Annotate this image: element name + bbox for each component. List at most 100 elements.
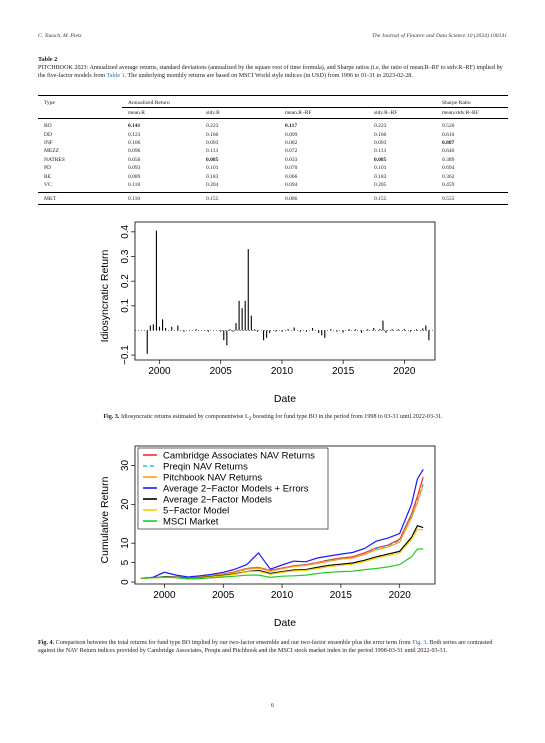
table-cell: MKT <box>38 193 122 205</box>
table-cell: 0.183 <box>200 172 279 180</box>
table-row: RE 0.089 0.183 0.066 0.183 0.362 <box>38 172 508 180</box>
header-annualized: Annualized Return <box>122 96 436 108</box>
y-tick-label: 0.1 <box>120 298 131 312</box>
table-cell: NATRES <box>38 156 122 164</box>
table-caption-link[interactable]: Table 1 <box>107 73 125 79</box>
x-tick-label: 2020 <box>393 366 416 377</box>
table-cell: 0.362 <box>436 172 508 180</box>
table-row: INF 0.106 0.093 0.082 0.093 0.887 <box>38 139 508 147</box>
table-cell: 0.072 <box>279 147 368 155</box>
x-tick-label: 2005 <box>212 590 235 601</box>
table-cell: 0.118 <box>122 181 200 193</box>
table-row: BO 0.141 0.223 0.117 0.223 0.526 <box>38 119 508 131</box>
table-body: BO 0.141 0.223 0.117 0.223 0.526 DD 0.123 0.160 0… <box>38 119 508 193</box>
x-axis-label: Date <box>274 617 296 629</box>
x-tick-label: 2000 <box>153 590 176 601</box>
y-tick-label: 20 <box>120 498 131 510</box>
figure-3-caption: Fig. 3. Idiosyncratic returns estimated … <box>38 413 508 424</box>
table-cell: INF <box>38 139 122 147</box>
table-cell: 0.123 <box>122 130 200 138</box>
figure-3-label: Fig. 3. <box>103 414 119 420</box>
table-cell: 0.141 <box>122 119 200 131</box>
table-cell: 0.113 <box>368 147 436 155</box>
table-cell: 0.694 <box>436 164 508 172</box>
table-cell: 0.106 <box>122 139 200 147</box>
table-cell: 0.099 <box>279 130 368 138</box>
table-cell: BO <box>38 119 122 131</box>
table-cell: 0.616 <box>436 130 508 138</box>
header-blank <box>38 108 122 119</box>
figure-4-label: Fig. 4. <box>38 640 54 646</box>
table-cell: 0.389 <box>436 156 508 164</box>
table-cell: 0.070 <box>279 164 368 172</box>
legend-entry: MSCI Market <box>163 517 219 528</box>
table-cell: 0.160 <box>368 130 436 138</box>
x-tick-label: 2015 <box>332 366 355 377</box>
figure-3: 2000 2005 2010 2015 2020 −0.1 0.1 0.2 0.3 0.4 Date… <box>60 210 490 410</box>
table-row: MEZZ 0.096 0.113 0.072 0.113 0.640 <box>38 147 508 155</box>
header-type: Type <box>38 96 122 108</box>
figure-3-caption-end: boosting for fund type BO in the period … <box>251 414 442 420</box>
table-caption-end: . The underlying monthly returns are bas… <box>125 73 413 79</box>
table-cell: 0.082 <box>279 139 368 147</box>
table-cell: 0.117 <box>279 119 368 131</box>
y-tick-label: −0.1 <box>120 345 131 365</box>
table-cell: 0.223 <box>200 119 279 131</box>
header-sharpe: Sharpe Ratio <box>436 96 508 108</box>
cumulative-return-chart: 2000 2005 2010 2015 2020 0 5 10 20 30 Date Cumulati… <box>60 438 490 634</box>
table-cell: 0.089 <box>122 172 200 180</box>
y-axis-label: Idiosyncratic Return <box>99 249 111 342</box>
table-cell: 0.223 <box>368 119 436 131</box>
table-cell: 0.056 <box>122 156 200 164</box>
table-cell: 0.204 <box>200 181 279 193</box>
y-tick-label: 0.3 <box>120 249 131 263</box>
table-cell: 0.113 <box>200 147 279 155</box>
x-tick-label: 2010 <box>271 366 294 377</box>
x-tick-label: 2005 <box>210 366 233 377</box>
x-tick-label: 2020 <box>389 590 412 601</box>
column-header: mean.R–RF <box>279 108 368 119</box>
table-cell: 0.096 <box>122 147 200 155</box>
table-cell: 0.555 <box>436 193 508 205</box>
table-cell: VC <box>38 181 122 193</box>
table-cell: MEZZ <box>38 147 122 155</box>
plot-frame <box>135 222 435 360</box>
table-cell: 0.093 <box>122 164 200 172</box>
x-axis-label: Date <box>274 393 296 405</box>
results-table: Type Annualized Return Sharpe Ratio mean… <box>38 95 508 205</box>
table-cell: 0.526 <box>436 119 508 131</box>
series-line <box>141 549 423 579</box>
table-cell: 0.155 <box>368 193 436 205</box>
table-cell: 0.183 <box>368 172 436 180</box>
legend-entry: Average 2−Factor Models + Errors <box>163 484 309 495</box>
table-cell: 0.101 <box>368 164 436 172</box>
y-tick-label: 5 <box>120 559 131 565</box>
table-cell: 0.459 <box>436 181 508 193</box>
figure-4: 2000 2005 2010 2015 2020 0 5 10 20 30 Date Cumulati… <box>60 438 490 634</box>
legend-entry: 5−Factor Model <box>163 506 229 517</box>
table-label: Table 2 <box>38 56 57 63</box>
table-cell: 0.101 <box>200 164 279 172</box>
figure-3-caption-text: Idiosyncratic returns estimated by compo… <box>121 414 249 420</box>
figure-4-caption-link[interactable]: Fig. 3 <box>412 640 426 646</box>
legend-entry: Cambridge Associates NAV Returns <box>163 451 315 462</box>
table-cell: 0.093 <box>200 139 279 147</box>
table-cell: 0.085 <box>368 156 436 164</box>
table-cell: 0.155 <box>200 193 279 205</box>
table-cell: 0.160 <box>200 130 279 138</box>
table-cell: 0.085 <box>200 156 279 164</box>
y-tick-label: 0.2 <box>120 274 131 288</box>
column-header: stdv.R–RF <box>368 108 436 119</box>
table-caption: PITCHBOOK 2023: Annualized average retur… <box>38 64 508 81</box>
figure-4-caption-text: Comparison between the total returns for… <box>56 640 413 646</box>
table-row-mkt: MKT 0.110 0.155 0.086 0.155 0.555 <box>38 193 508 205</box>
table-cell: 0.086 <box>279 193 368 205</box>
table-cell: 0.033 <box>279 156 368 164</box>
legend-entry: Pitchbook NAV Returns <box>163 473 262 484</box>
table-row: NATRES 0.056 0.085 0.033 0.085 0.389 <box>38 156 508 164</box>
table-cell: DD <box>38 130 122 138</box>
table-row: VC 0.118 0.204 0.094 0.205 0.459 <box>38 181 508 193</box>
table-cell: 0.094 <box>279 181 368 193</box>
table-cell: 0.093 <box>368 139 436 147</box>
column-header: mean.R <box>122 108 200 119</box>
